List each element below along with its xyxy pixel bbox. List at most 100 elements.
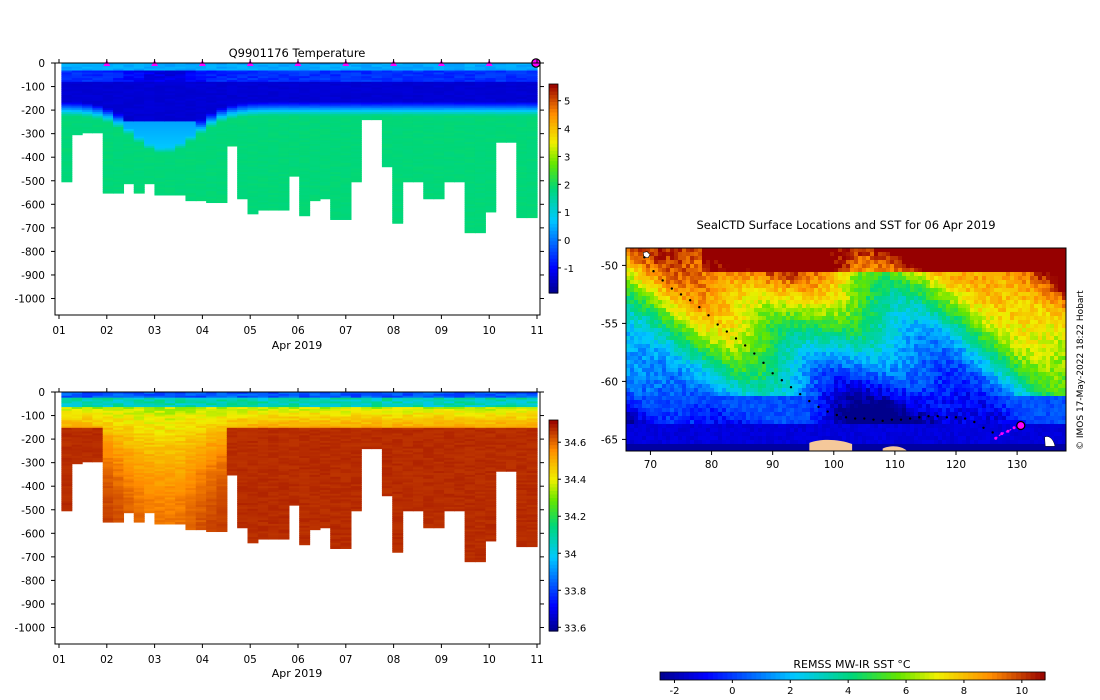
temperature-cell — [361, 95, 373, 98]
salinity-cell — [247, 435, 259, 438]
temperature-cell — [288, 102, 300, 106]
salinity-cell — [92, 433, 104, 436]
temperature-cell — [505, 132, 517, 136]
temperature-cell — [392, 149, 404, 153]
temperature-cell — [443, 130, 455, 134]
temperature-cell — [474, 98, 486, 102]
temperature-cell — [433, 100, 445, 104]
temperature-cell — [516, 95, 528, 98]
salinity-cell — [195, 508, 207, 512]
temperature-cell — [113, 113, 125, 117]
salinity-cell — [237, 497, 249, 500]
temperature-cell — [412, 87, 424, 90]
temperature-cell — [516, 134, 528, 138]
salinity-cell — [123, 412, 135, 416]
temperature-cell — [144, 78, 156, 81]
salinity-cell — [92, 412, 104, 416]
temperature-cell — [257, 111, 269, 115]
salinity-cell — [226, 401, 238, 404]
temperature-cell — [154, 76, 166, 79]
temperature-cell — [144, 168, 156, 171]
salinity-cell — [257, 537, 269, 540]
temperature-cell — [123, 162, 135, 166]
salinity-cell — [278, 465, 290, 468]
temperature-cell — [423, 87, 435, 90]
temperature-cell — [392, 157, 404, 160]
temperature-cell — [340, 74, 352, 77]
temperature-cell — [288, 74, 300, 77]
salinity-cell — [247, 425, 259, 429]
temperature-cell — [113, 189, 125, 192]
temperature-cell — [133, 108, 145, 111]
temperature-cell — [113, 142, 125, 145]
temperature-cell — [485, 177, 497, 181]
temperature-cell — [330, 140, 342, 143]
temperature-cell — [423, 108, 435, 111]
temperature-cell — [102, 98, 114, 102]
temperature-cell — [330, 174, 342, 177]
temperature-cell — [340, 66, 352, 70]
temperature-cell — [474, 200, 486, 204]
salinity-cell — [185, 414, 197, 418]
temperature-cell — [433, 191, 445, 194]
temperature-cell — [309, 98, 321, 102]
salinity-cell — [237, 429, 249, 433]
temperature-cell — [144, 162, 156, 166]
salinity-cell — [237, 444, 249, 448]
salinity-cell — [71, 459, 83, 463]
colorbar-segment — [549, 247, 558, 252]
salinity-cell — [319, 482, 331, 485]
temperature-cell — [464, 223, 476, 226]
temperature-cell — [154, 179, 166, 183]
temperature-cell — [185, 87, 197, 90]
temperature-cell — [247, 96, 259, 100]
temperature-cell — [278, 196, 290, 200]
salinity-cell — [154, 461, 166, 465]
temperature-cell — [464, 193, 476, 196]
temperature-cell — [278, 96, 290, 100]
temperature-cell — [464, 179, 476, 183]
salinity-cell — [71, 393, 83, 397]
temperature-cell — [195, 170, 207, 173]
salinity-cell — [82, 431, 94, 435]
colorbar-segment — [549, 90, 558, 96]
temperature-cell — [330, 136, 342, 139]
temperature-cell — [61, 151, 73, 155]
temperature-cell — [350, 106, 362, 109]
salinity-cell — [288, 418, 300, 421]
salinity-cell — [257, 518, 269, 521]
temperature-cell — [268, 183, 280, 187]
temperature-cell — [392, 87, 404, 90]
temperature-cell — [175, 187, 187, 190]
temperature-cell — [92, 79, 104, 83]
salinity-cell — [257, 474, 269, 478]
temperature-cell — [102, 157, 114, 160]
salinity-cell — [288, 412, 300, 416]
temperature-cell — [526, 127, 538, 130]
salinity-cell — [92, 399, 104, 403]
temperature-cell — [195, 117, 207, 121]
temperature-cell — [392, 111, 404, 115]
temperature-cell — [237, 176, 249, 179]
salinity-cell — [319, 461, 331, 465]
temperature-cell — [278, 66, 290, 70]
temperature-cell — [247, 202, 259, 205]
temperature-cell — [278, 132, 290, 136]
salinity-cell — [164, 444, 176, 448]
salinity-cell — [102, 412, 114, 416]
temperature-cell — [195, 157, 207, 160]
salinity-cell — [154, 465, 166, 468]
salinity-cell — [71, 395, 83, 399]
temperature-cell — [474, 106, 486, 109]
temperature-cell — [123, 172, 135, 175]
salinity-cell — [102, 420, 114, 423]
salinity-cell — [82, 450, 94, 453]
salinity-cell — [237, 457, 249, 461]
temperature-cell — [526, 117, 538, 121]
temperature-cell — [216, 68, 228, 72]
salinity-cell — [61, 397, 73, 401]
salinity-cell — [123, 416, 135, 419]
salinity-cell — [257, 401, 269, 404]
temperature-cell — [392, 125, 404, 128]
temperature-cell — [175, 98, 187, 102]
